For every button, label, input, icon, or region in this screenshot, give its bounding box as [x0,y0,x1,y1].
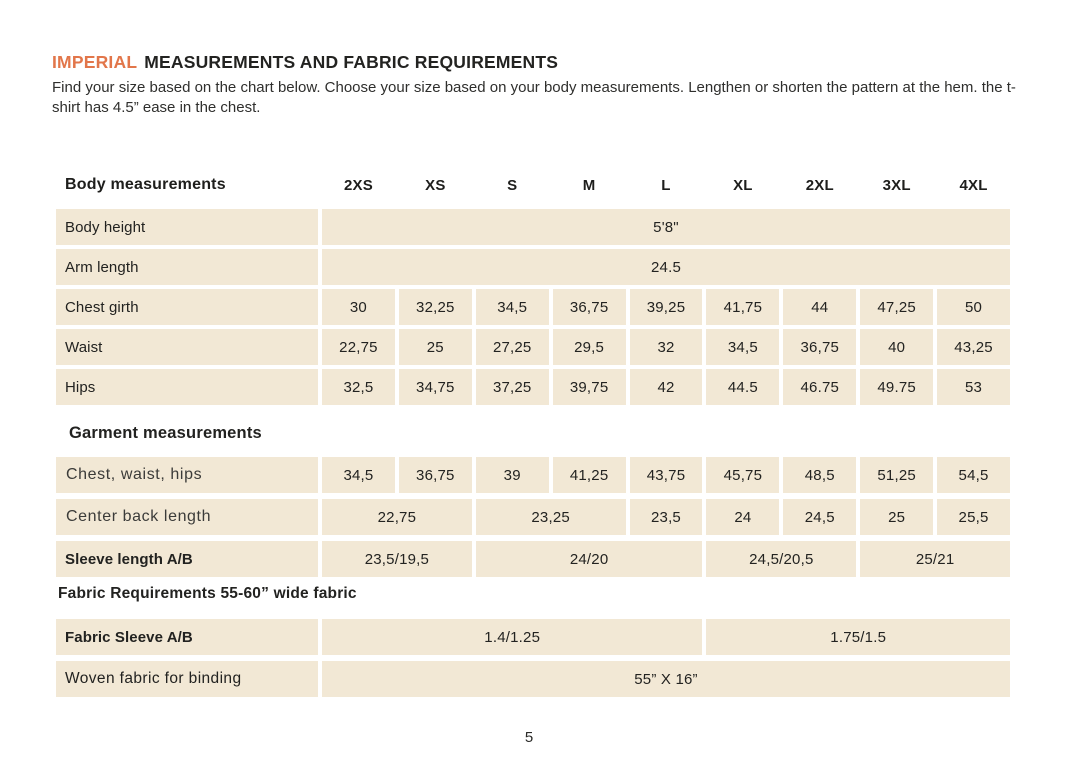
value-cell: 30 [322,289,395,325]
column-header-3xl: 3XL [882,176,911,194]
table-row-waist: Waist 22,75 25 27,25 29,5 32 34,5 36,75 … [56,329,1010,365]
row-label: Arm length [56,249,318,285]
row-label: Waist [56,329,318,365]
value-cell: 25 [860,499,934,535]
value-cell: 46.75 [783,369,857,405]
value-cell: 27,25 [475,329,549,365]
row-label: Sleeve length A/B [56,541,318,577]
table-row-fabric-sleeve: Fabric Sleeve A/B 1.4/1.25 1.75/1.5 [56,619,1010,655]
value-cell: 48,5 [783,457,857,493]
row-label: Fabric Sleeve A/B [56,619,318,655]
intro-text: Find your size based on the chart below.… [52,79,1016,116]
measurement-table: Body measurements 2XS XS S M L XL 2XL 3X… [56,173,1010,697]
table-row-chest-girth: Chest girth 30 32,25 34,5 36,75 39,25 41… [56,289,1010,325]
value-cell: 24,5/20,5 [706,541,857,577]
value-cell: 22,75 [322,329,395,365]
column-header-xs: XS [425,176,446,194]
table-row-chest-waist-hips: Chest, waist, hips 34,5 36,75 39 41,25 4… [56,457,1010,493]
value-cell: 23,5/19,5 [322,541,472,577]
value-cell: 36,75 [552,289,626,325]
value-cell: 24,5 [783,499,857,535]
value-cell: 49.75 [860,369,934,405]
value-cell: 1.75/1.5 [706,619,1010,655]
value-cell: 44 [783,289,857,325]
value-cell: 34,5 [475,289,549,325]
value-cell: 29,5 [552,329,626,365]
row-label: Hips [56,369,318,405]
value-cell: 43,75 [629,457,703,493]
table-row-center-back-length: Center back length 22,75 23,25 23,5 24 2… [56,499,1010,535]
page-number: 5 [524,729,534,746]
row-label: Body height [56,209,318,245]
value-cell: 25 [398,329,472,365]
column-header-l: L [661,176,671,194]
value-cell: 43,25 [937,329,1010,365]
value-cell: 24.5 [322,249,1010,285]
value-cell: 24/20 [475,541,703,577]
column-header-2xl: 2XL [805,176,834,194]
value-cell: 44.5 [706,369,780,405]
value-cell: 39 [475,457,549,493]
value-cell: 50 [937,289,1010,325]
row-label: Chest girth [56,289,318,325]
value-cell: 25,5 [937,499,1010,535]
value-cell: 40 [860,329,934,365]
column-header-xl: XL [733,176,753,194]
row-label: Center back length [56,499,318,535]
value-cell: 55” X 16” [322,661,1010,697]
value-cell: 23,25 [475,499,626,535]
value-cell: 36,75 [398,457,472,493]
value-cell: 25/21 [860,541,1010,577]
title-rest: MEASUREMENTS AND FABRIC REQUIREMENTS [144,52,559,72]
table-row-body-height: Body height 5'8" [56,209,1010,245]
garment-measurements-heading: Garment measurements [69,424,262,442]
column-header-2xs: 2XS [343,176,373,194]
table-row-arm-length: Arm length 24.5 [56,249,1010,285]
table-row-sleeve-length: Sleeve length A/B 23,5/19,5 24/20 24,5/2… [56,541,1010,577]
column-header-m: M [582,176,596,194]
title-highlight: IMPERIAL [52,52,138,72]
value-cell: 34,5 [322,457,395,493]
table-header-row: Body measurements 2XS XS S M L XL 2XL 3X… [56,173,1010,197]
value-cell: 47,25 [860,289,934,325]
row-label: Chest, waist, hips [56,457,318,493]
fabric-requirements-heading: Fabric Requirements 55-60” wide fabric [58,585,357,602]
value-cell: 32,5 [322,369,395,405]
value-cell: 54,5 [937,457,1010,493]
value-cell: 22,75 [322,499,472,535]
column-header-4xl: 4XL [959,176,988,194]
value-cell: 32,25 [398,289,472,325]
value-cell: 42 [629,369,703,405]
page-title: IMPERIAL MEASUREMENTS AND FABRIC REQUIREM… [52,52,1028,73]
table-row-woven-binding: Woven fabric for binding 55” X 16” [56,661,1010,697]
table-row-hips: Hips 32,5 34,75 37,25 39,75 42 44.5 46.7… [56,369,1010,405]
row-label: Woven fabric for binding [56,661,318,697]
value-cell: 5'8" [322,209,1010,245]
value-cell: 41,25 [552,457,626,493]
value-cell: 36,75 [783,329,857,365]
value-cell: 51,25 [860,457,934,493]
value-cell: 39,25 [629,289,703,325]
body-measurements-heading: Body measurements [65,176,226,193]
value-cell: 53 [937,369,1010,405]
value-cell: 23,5 [629,499,703,535]
value-cell: 39,75 [552,369,626,405]
value-cell: 24 [706,499,780,535]
value-cell: 32 [629,329,703,365]
column-header-s: S [507,176,518,194]
value-cell: 45,75 [706,457,780,493]
value-cell: 37,25 [475,369,549,405]
value-cell: 34,5 [706,329,780,365]
value-cell: 34,75 [398,369,472,405]
value-cell: 1.4/1.25 [322,619,703,655]
value-cell: 41,75 [706,289,780,325]
